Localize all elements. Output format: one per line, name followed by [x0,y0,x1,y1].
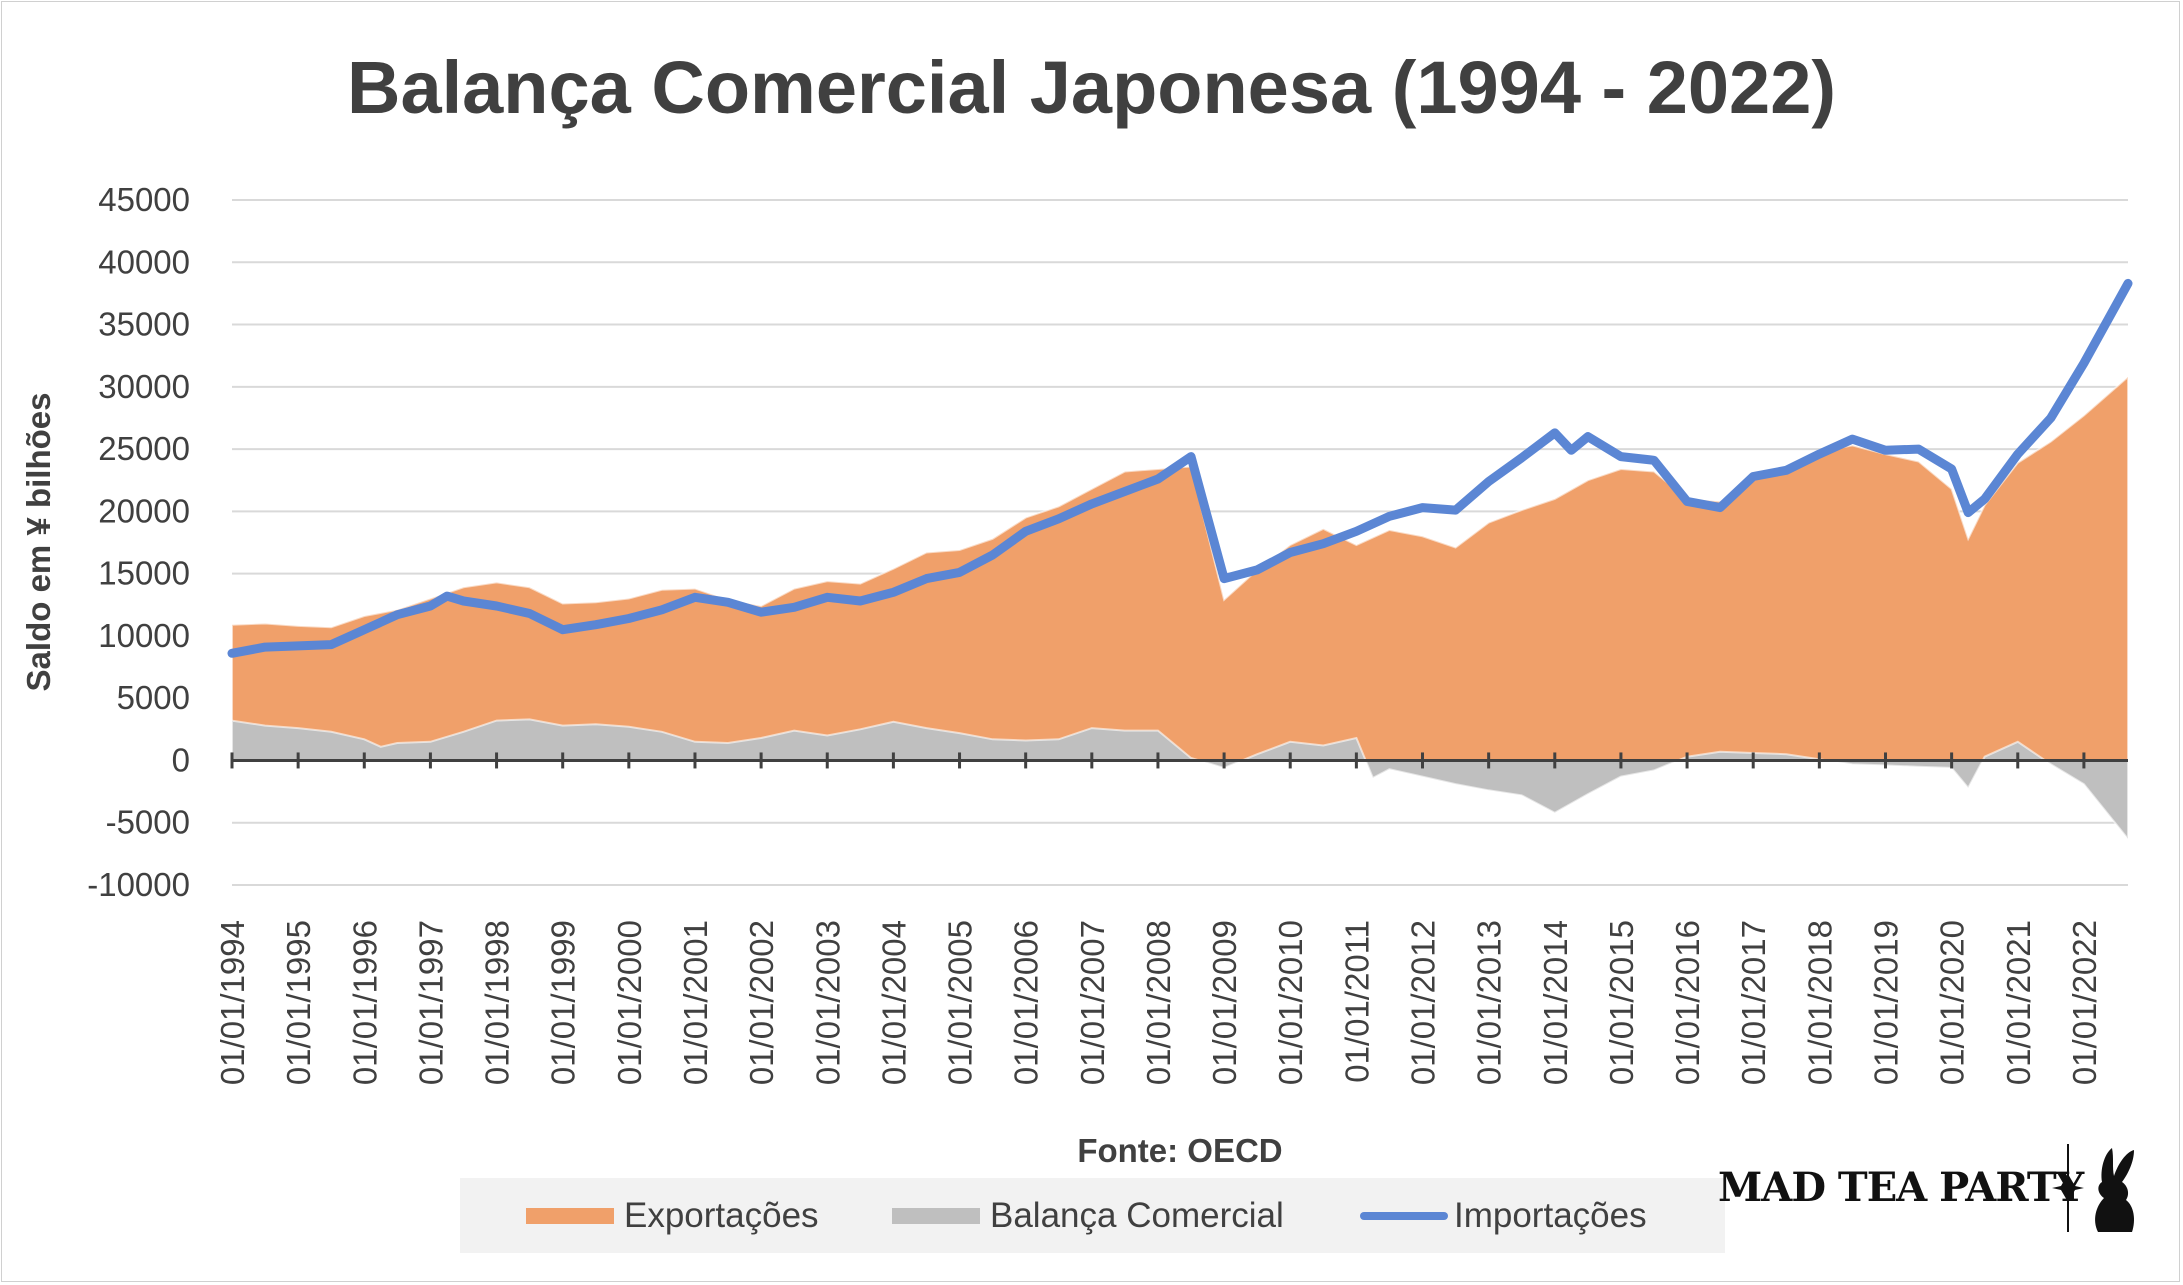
legend: Exportações Balança Comercial Importaçõe… [460,1178,1725,1253]
x-tick-label: 01/01/2022 [2066,920,2103,1085]
x-tick-label: 01/01/2010 [1272,920,1309,1085]
x-tick-label: 01/01/2018 [1801,920,1838,1085]
x-tick-label: 01/01/2001 [677,920,714,1085]
x-tick-label: 01/01/2014 [1537,920,1574,1085]
y-tick-label: 20000 [98,492,190,529]
legend-swatch-balanca [892,1207,980,1224]
legend-label-importacoes: Importações [1454,1195,1647,1235]
x-tick-label: 01/01/2007 [1074,920,1111,1085]
x-tick-label: 01/01/2005 [942,920,979,1085]
x-tick-label: 01/01/2008 [1140,920,1177,1085]
x-tick-label: 01/01/1998 [479,920,516,1085]
area-series-balan-a-comercial [231,718,2129,842]
x-axis-title: Fonte: OECD [1077,1132,1282,1169]
line-series-importa-es [227,278,2133,658]
x-tick-label: 01/01/1997 [412,920,449,1085]
legend-item-balanca: Balança Comercial [892,1178,1284,1253]
x-tick-label: 01/01/2019 [1868,920,1905,1085]
x-tick-label: 01/01/2003 [809,920,846,1085]
x-tick-label: 01/01/1995 [280,920,317,1085]
x-tick-label: 01/01/2009 [1206,920,1243,1085]
x-tick-label: 01/01/1996 [346,920,383,1085]
legend-label-exportacoes: Exportações [624,1195,819,1235]
x-tick-label: 01/01/2016 [1669,920,1706,1085]
axes [230,752,2128,769]
area-series-exporta-es [231,374,2129,762]
brand-logo: MAD TEA PARTY [1718,1138,2158,1238]
legend-item-importacoes: Importações [1360,1178,1647,1253]
y-tick-label: 40000 [98,243,190,280]
y-tick-label: 5000 [117,679,190,716]
y-tick-label: 10000 [98,617,190,654]
y-tick-label: 30000 [98,368,190,405]
legend-swatch-exportacoes [526,1207,614,1224]
legend-item-exportacoes: Exportações [526,1178,819,1253]
x-tick-label: 01/01/1994 [214,920,251,1085]
logo-text: MAD TEA PARTY [1718,1164,2084,1211]
x-tick-label: 01/01/2002 [743,920,780,1085]
x-tick-label: 01/01/2004 [875,920,912,1085]
y-tick-label: 15000 [98,555,190,592]
y-tick-label: 35000 [98,306,190,343]
rabbit-silhouette-icon [2052,1144,2134,1232]
chart-title: Balança Comercial Japonesa (1994 - 2022) [347,46,1836,129]
x-tick-label: 01/01/2015 [1603,920,1640,1085]
x-tick-label: 01/01/2011 [1338,920,1375,1083]
legend-line-importacoes [1360,1211,1448,1220]
x-tick-label: 01/01/2013 [1471,920,1508,1085]
y-tick-label: 0 [172,741,190,778]
y-axis-title: Saldo em ¥ bilhões [20,393,57,692]
y-tick-label: 45000 [98,181,190,218]
y-tick-label: 25000 [98,430,190,467]
x-tick-label: 01/01/2021 [2000,920,2037,1085]
legend-label-balanca: Balança Comercial [990,1195,1284,1235]
x-tick-label: 01/01/2017 [1735,920,1772,1085]
x-tick-label: 01/01/2006 [1008,920,1045,1085]
y-tick-label: -10000 [87,866,190,903]
x-tick-label: 01/01/2000 [611,920,648,1085]
x-tick-label: 01/01/1999 [545,920,582,1085]
data-lines [227,278,2133,658]
x-tick-label: 01/01/2020 [1934,920,1971,1085]
y-tick-label: -5000 [106,804,190,841]
axis-labels: 45000 40000 35000 30000 25000 20000 15000 10000… [20,181,2103,1169]
x-tick-label: 01/01/2012 [1405,920,1442,1085]
